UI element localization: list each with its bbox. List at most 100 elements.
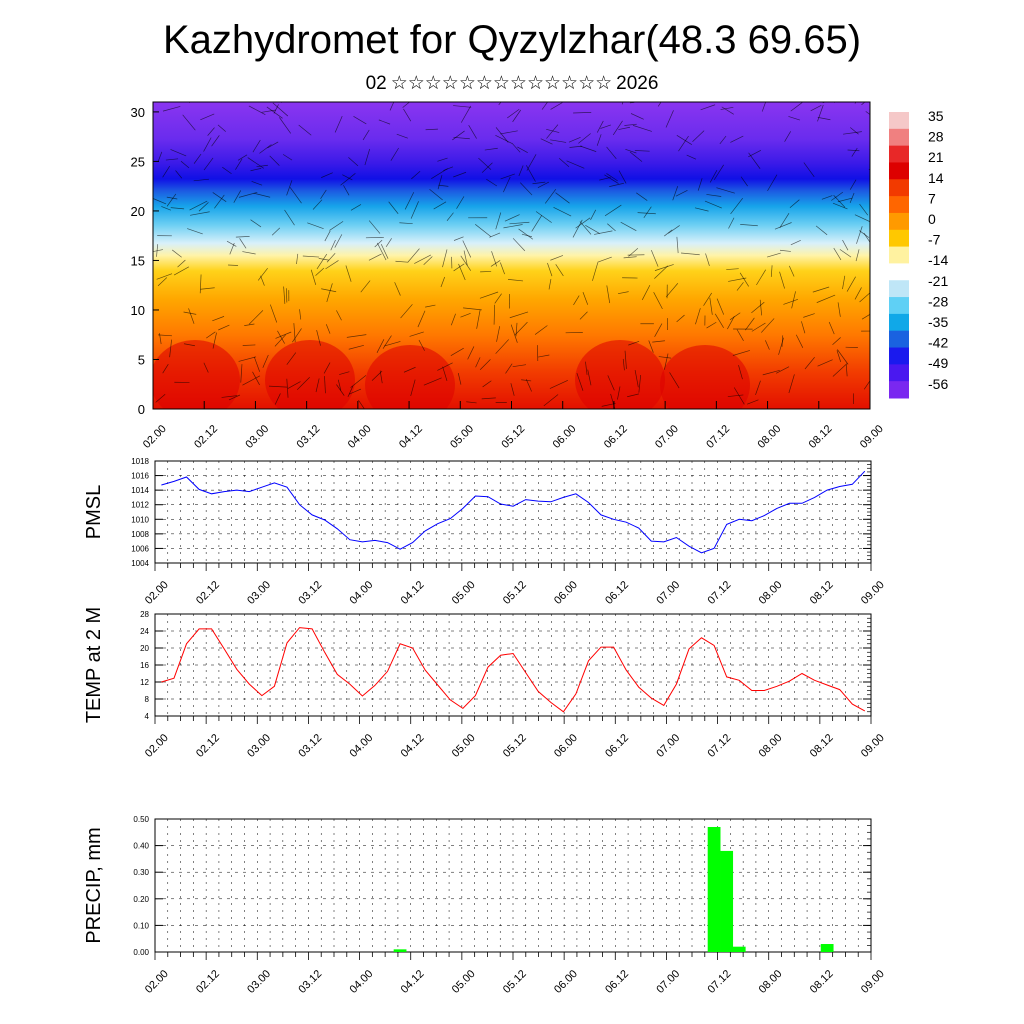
wind-barb [289, 187, 302, 204]
y-tick-label: 4 [145, 712, 150, 721]
wind-barb [514, 321, 528, 336]
wind-barb [378, 119, 391, 125]
wind-barb [607, 375, 615, 391]
wind-barb [812, 286, 830, 293]
wind-barb [578, 133, 591, 144]
wind-barb [791, 291, 796, 309]
y-tick-label: 0.40 [133, 842, 149, 851]
wind-barb [762, 369, 780, 376]
wind-barb [804, 357, 815, 370]
wind-barb [686, 154, 697, 160]
wind-barb [382, 335, 392, 349]
wind-barb [596, 120, 604, 133]
x-tick-label: 02.00 [143, 579, 171, 607]
y-tick-label: 0.30 [133, 868, 149, 877]
chart-title: Kazhydromet for Qyzylzhar(48.3 69.65) [162, 18, 862, 62]
wind-barb [425, 128, 438, 131]
wind-barb [781, 335, 784, 347]
wind-barb [676, 135, 693, 145]
subtitle-stars: ☆☆☆☆☆☆☆☆☆☆☆☆☆ [390, 73, 613, 94]
wind-barb [379, 370, 383, 384]
wind-barb [235, 158, 243, 170]
wind-barb [453, 263, 465, 272]
x-tick-label: 03.12 [296, 732, 324, 760]
wind-barb [409, 331, 424, 337]
wind-barb [518, 165, 524, 177]
heatmap-field [153, 102, 870, 409]
x-tick-label: 05.00 [450, 579, 478, 607]
y-tick-label: 24 [140, 627, 149, 636]
x-tick-label: 08.12 [808, 732, 836, 760]
wind-barb [296, 376, 310, 390]
wind-barb [296, 253, 299, 265]
wind-barb [368, 253, 382, 261]
subtitle-year: 2026 [616, 73, 659, 94]
x-tick-label: 06.12 [602, 423, 630, 451]
wind-barb [170, 149, 187, 157]
wind-barb [568, 137, 581, 143]
wind-barb [411, 171, 421, 180]
wind-barb [512, 364, 527, 368]
colorbar-label: -56 [928, 376, 948, 392]
wind-barb [437, 362, 453, 371]
x-tick-label: 08.00 [757, 968, 785, 996]
wind-barb [315, 267, 325, 276]
colorbar-swatch [889, 162, 909, 180]
wind-barb [274, 393, 281, 405]
x-tick-label: 04.00 [347, 968, 375, 996]
wind-barb [555, 264, 564, 277]
wind-barb [340, 173, 356, 186]
colorbar-swatch [889, 347, 909, 365]
wind-barb [521, 379, 532, 382]
wind-barb [643, 206, 652, 219]
wind-barb [242, 344, 256, 346]
x-tick-label: 09.00 [859, 732, 887, 760]
x-tick-label: 07.00 [654, 732, 682, 760]
wind-barb [460, 255, 471, 271]
wind-barb [854, 287, 862, 300]
wind-barb [271, 227, 281, 236]
wind-barb [177, 259, 186, 268]
wind-barb [237, 154, 248, 161]
wind-barb [612, 120, 623, 136]
wind-barb [250, 168, 262, 172]
wind-barb [226, 240, 237, 247]
wind-barb [442, 366, 448, 381]
x-tick-label: 05.12 [501, 732, 529, 760]
wind-barb [200, 287, 215, 290]
wind-barb [380, 244, 389, 259]
wind-barb [494, 293, 502, 304]
wind-barb [316, 253, 328, 270]
wind-barb [585, 361, 588, 375]
wind-barb [458, 263, 466, 281]
wind-barb [423, 256, 433, 266]
wind-barb [400, 304, 413, 319]
wind-barb [183, 343, 195, 347]
y-tick-label: 0 [138, 402, 145, 417]
x-tick-label: 09.00 [859, 579, 887, 607]
wind-barb [751, 301, 765, 314]
wind-barb [854, 102, 857, 104]
wind-barb [321, 172, 333, 178]
wind-barb [348, 388, 362, 395]
x-tick-label: 06.00 [552, 579, 580, 607]
wind-barb [155, 394, 166, 403]
wind-barb [756, 269, 767, 286]
wind-barb [865, 111, 870, 116]
wind-barb [316, 330, 321, 346]
wind-barb [788, 265, 795, 277]
wind-barb [774, 222, 792, 230]
wind-barb [575, 217, 591, 229]
wind-barb [657, 102, 662, 107]
colorbar-swatch [889, 179, 909, 197]
precip-bar [820, 944, 834, 952]
wind-barb [720, 106, 734, 110]
wind-barb [713, 164, 724, 180]
wind-barb [500, 173, 515, 180]
x-tick-label: 03.00 [245, 732, 273, 760]
wind-barb [374, 239, 383, 248]
wind-barb [654, 323, 663, 337]
wind-barb [728, 277, 747, 282]
wind-barb [678, 135, 689, 152]
wind-barb [410, 201, 419, 219]
